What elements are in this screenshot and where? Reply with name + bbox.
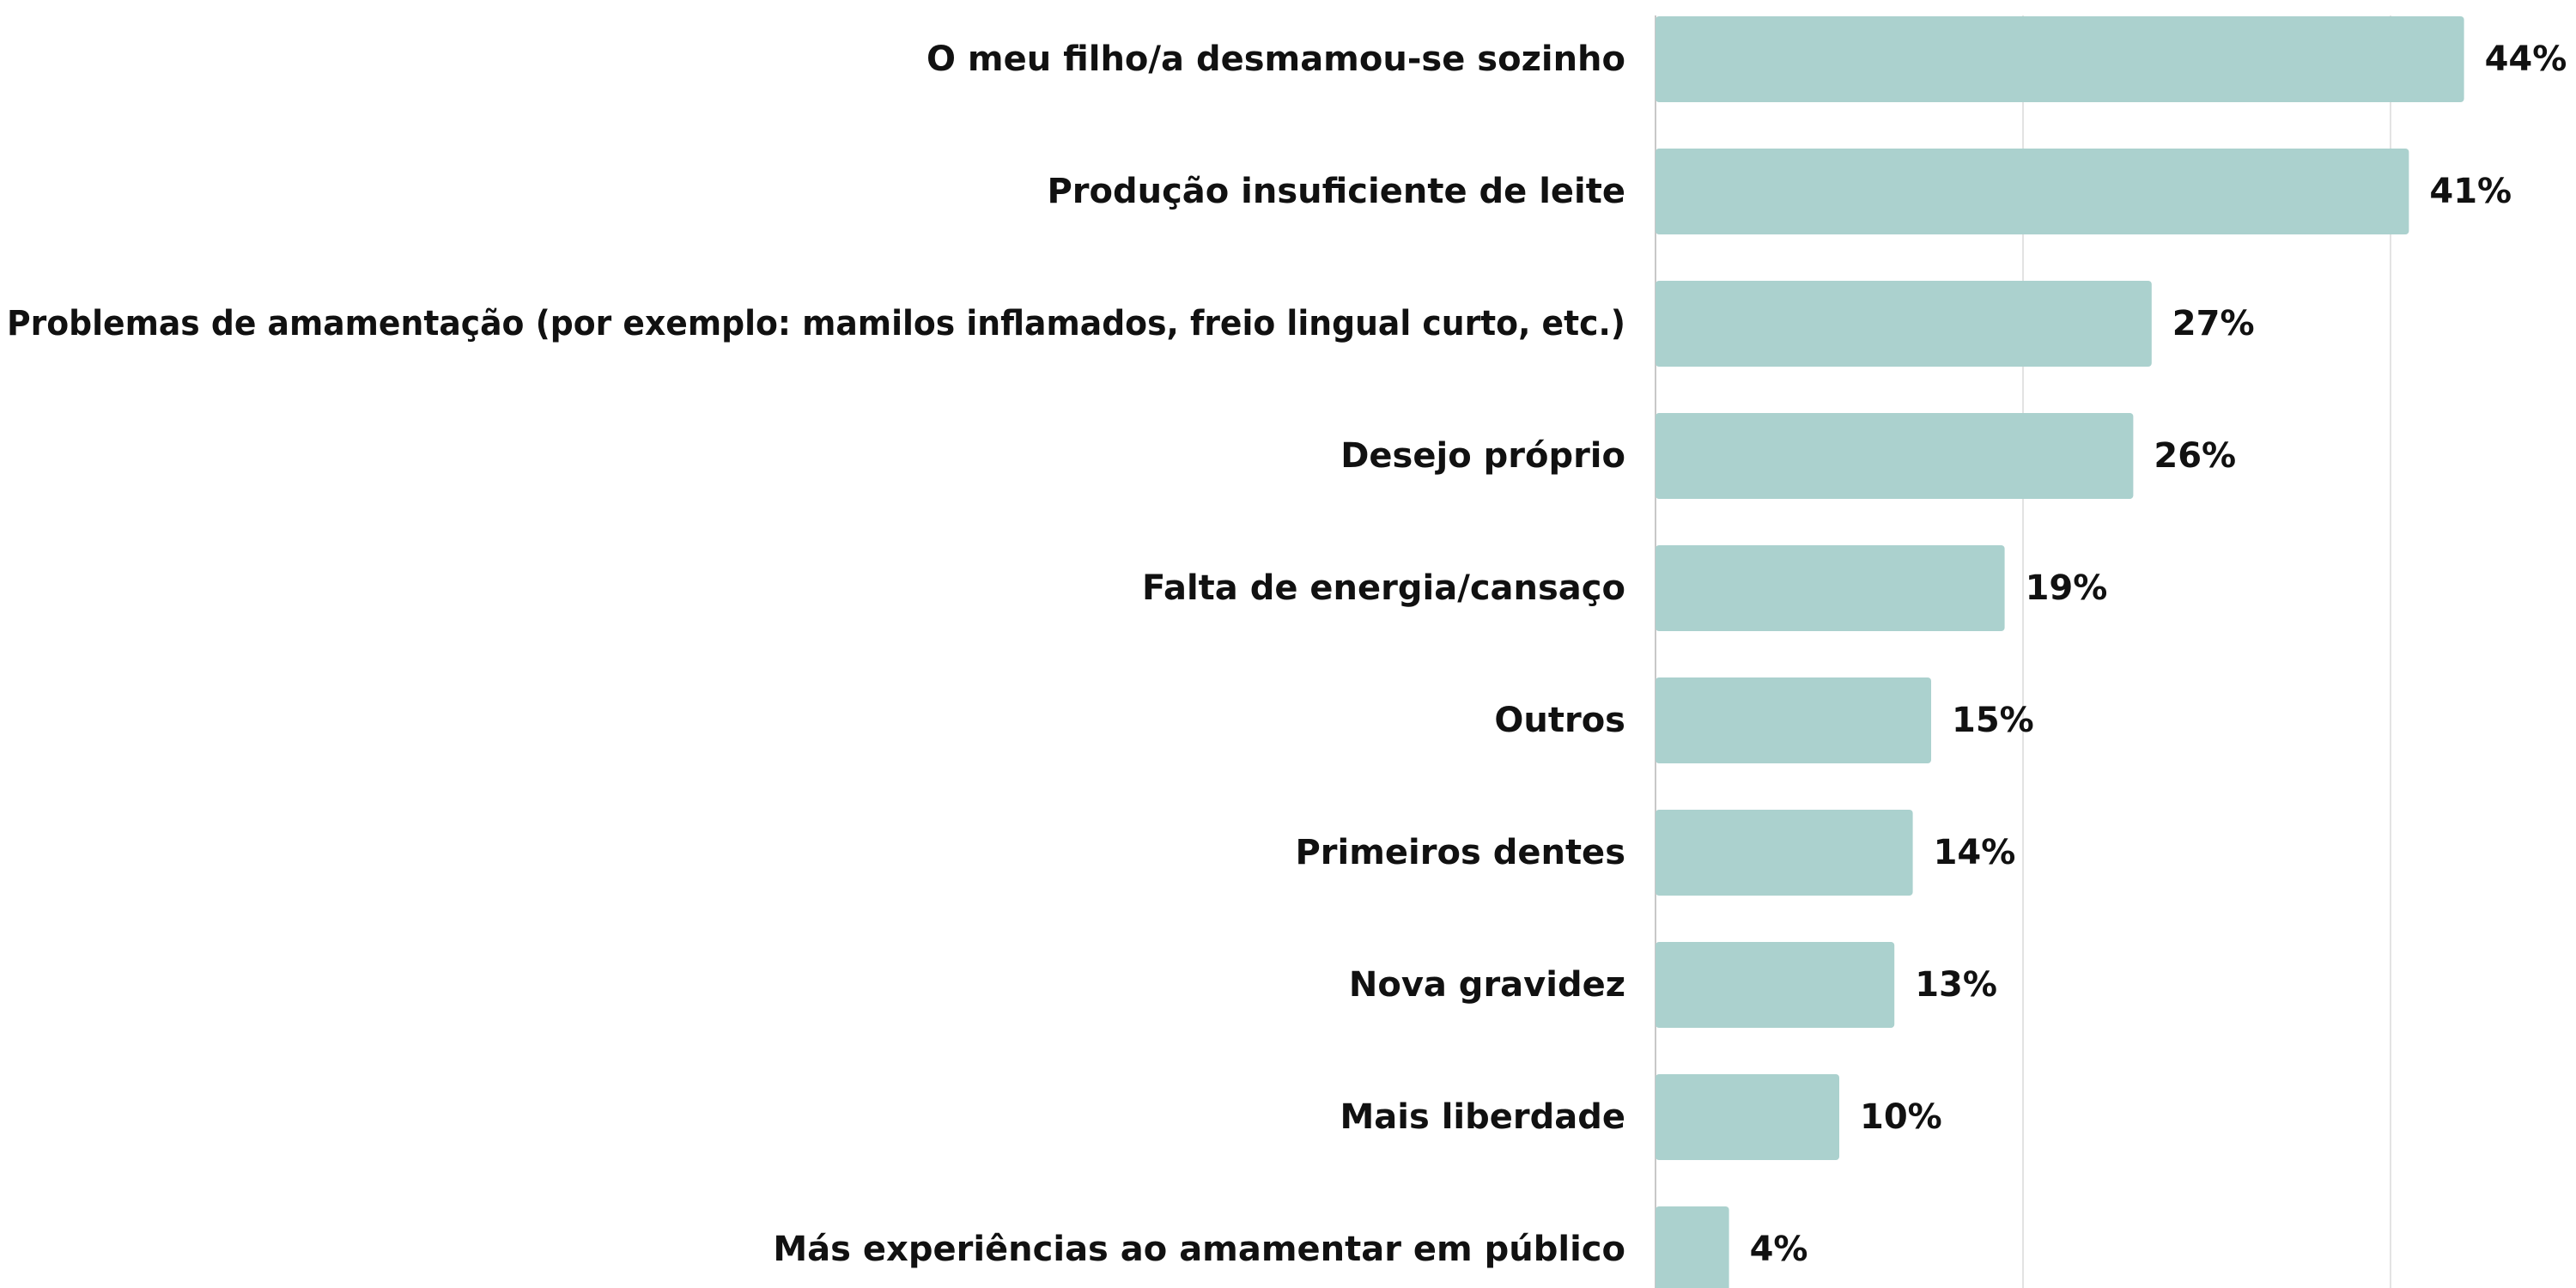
value-label-10: 4%: [1750, 1230, 1808, 1269]
category-label-6: Outros: [1494, 701, 1625, 740]
category-label-10: Más experiências ao amamentar em público: [773, 1230, 1625, 1269]
category-label-4: Desejo próprio: [1340, 436, 1625, 476]
value-label-1: 44%: [2485, 39, 2567, 79]
bar-8: [1656, 942, 1895, 1028]
category-labels: O meu filho/a desmamou-se sozinho Produçã…: [7, 39, 1625, 1269]
value-labels: 44% 41% 27% 26% 19% 15% 14% 13% 10% 4%: [1750, 39, 2567, 1269]
category-label-9: Mais liberdade: [1340, 1097, 1625, 1137]
category-label-5: Falta de energia/cansaço: [1142, 568, 1625, 608]
bar-10: [1656, 1206, 1729, 1288]
bar-3: [1656, 281, 2152, 367]
category-label-8: Nova gravidez: [1349, 965, 1625, 1005]
value-label-8: 13%: [1915, 965, 1997, 1005]
bar-5: [1656, 545, 2005, 631]
value-label-2: 41%: [2429, 172, 2512, 211]
category-label-1: O meu filho/a desmamou-se sozinho: [927, 39, 1625, 79]
value-label-5: 19%: [2026, 568, 2108, 608]
bars: [1656, 16, 2464, 1288]
bar-9: [1656, 1074, 1839, 1160]
value-label-4: 26%: [2154, 436, 2236, 476]
value-label-9: 10%: [1860, 1097, 1942, 1137]
category-label-2: Produção insuficiente de leite: [1047, 172, 1625, 211]
bar-4: [1656, 413, 2134, 499]
bar-6: [1656, 677, 1931, 763]
bar-1: [1656, 16, 2464, 102]
category-label-3: Problemas de amamentação (por exemplo: m…: [7, 304, 1625, 343]
value-label-3: 27%: [2172, 304, 2255, 343]
bar-7: [1656, 810, 1913, 896]
value-label-6: 15%: [1952, 701, 2034, 740]
value-label-7: 14%: [1934, 833, 2016, 872]
bar-2: [1656, 149, 2409, 234]
category-label-7: Primeiros dentes: [1295, 833, 1625, 872]
